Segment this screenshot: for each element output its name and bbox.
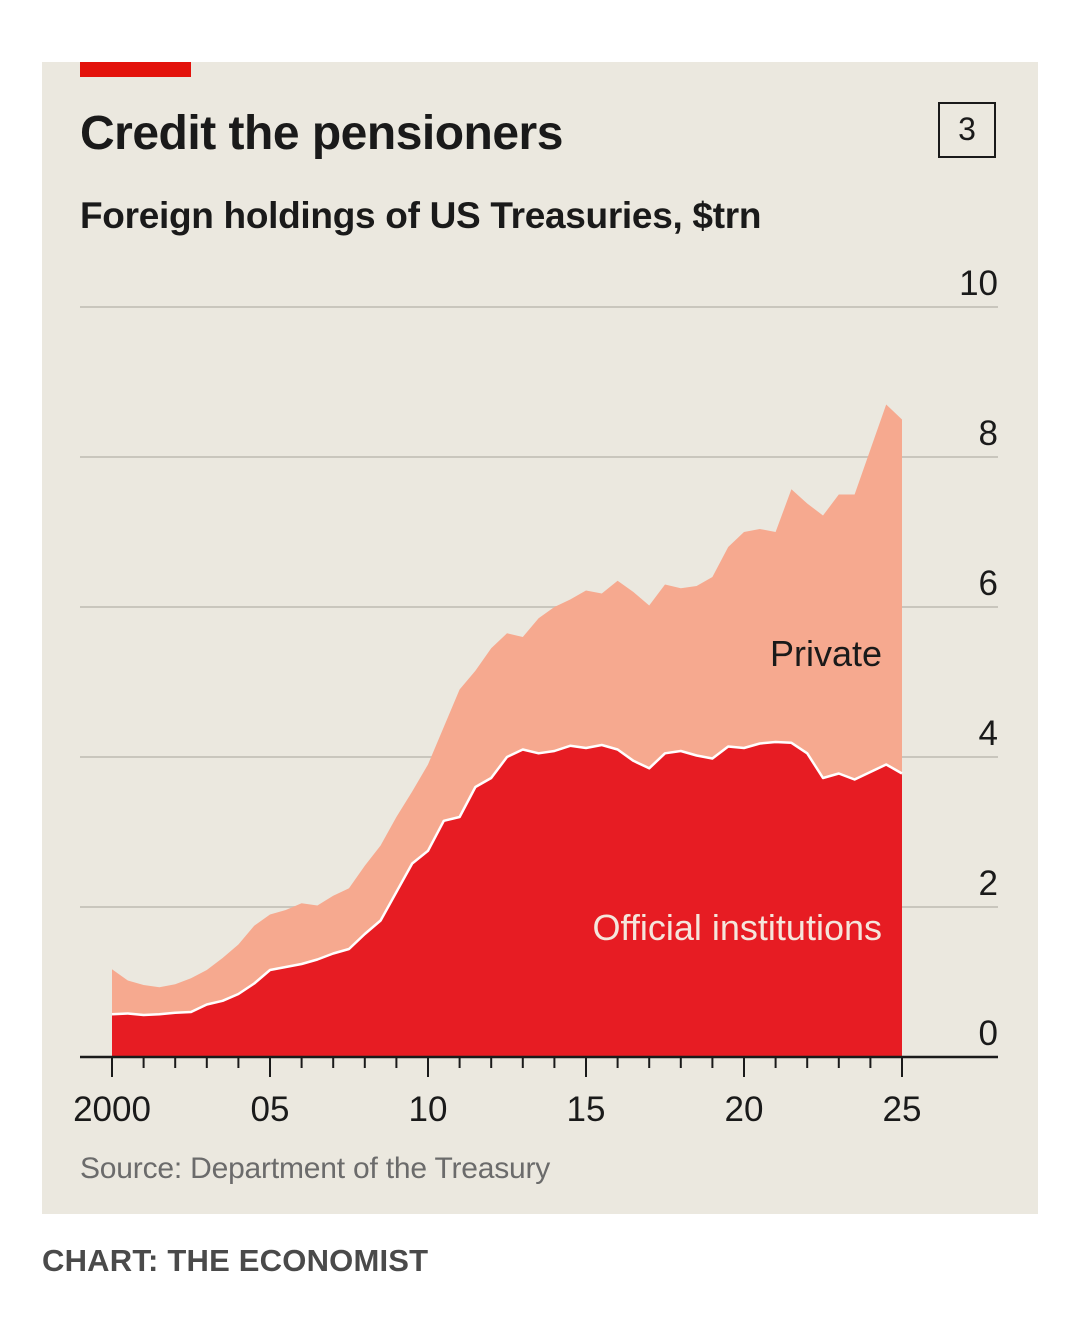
y-tick-label: 10 (959, 264, 998, 303)
official-series-label: Official institutions (593, 907, 882, 948)
chart-title: Credit the pensioners (80, 107, 563, 160)
series-labels: Private Official institutions (593, 633, 882, 948)
x-tick-label: 25 (883, 1090, 922, 1129)
stacked-areas (111, 404, 903, 1057)
x-tick-label: 2000 (73, 1090, 151, 1129)
official-area (112, 742, 902, 1057)
x-tick-label: 10 (409, 1090, 448, 1129)
x-tick-label: 20 (725, 1090, 764, 1129)
private-area (112, 404, 902, 1015)
chart-credit: CHART: THE ECONOMIST (42, 1243, 429, 1278)
red-tag-bar (80, 62, 191, 77)
x-axis (80, 1055, 998, 1077)
tick-labels: 0 2 4 6 8 10 2000 05 10 15 20 25 (73, 264, 998, 1129)
chart-number-badge: 3 (938, 102, 996, 158)
x-tick-label: 05 (251, 1090, 290, 1129)
source-note: Source: Department of the Treasury (80, 1152, 551, 1185)
private-series-label: Private (770, 633, 882, 674)
y-tick-label: 8 (979, 414, 998, 453)
y-tick-label: 0 (979, 1014, 998, 1053)
x-tick-label: 15 (567, 1090, 606, 1129)
y-tick-label: 4 (979, 714, 998, 753)
official-boundary-line (111, 740, 903, 1017)
y-tick-label: 6 (979, 564, 998, 603)
y-tick-label: 2 (979, 864, 998, 903)
chart-subtitle: Foreign holdings of US Treasuries, $trn (80, 195, 762, 236)
